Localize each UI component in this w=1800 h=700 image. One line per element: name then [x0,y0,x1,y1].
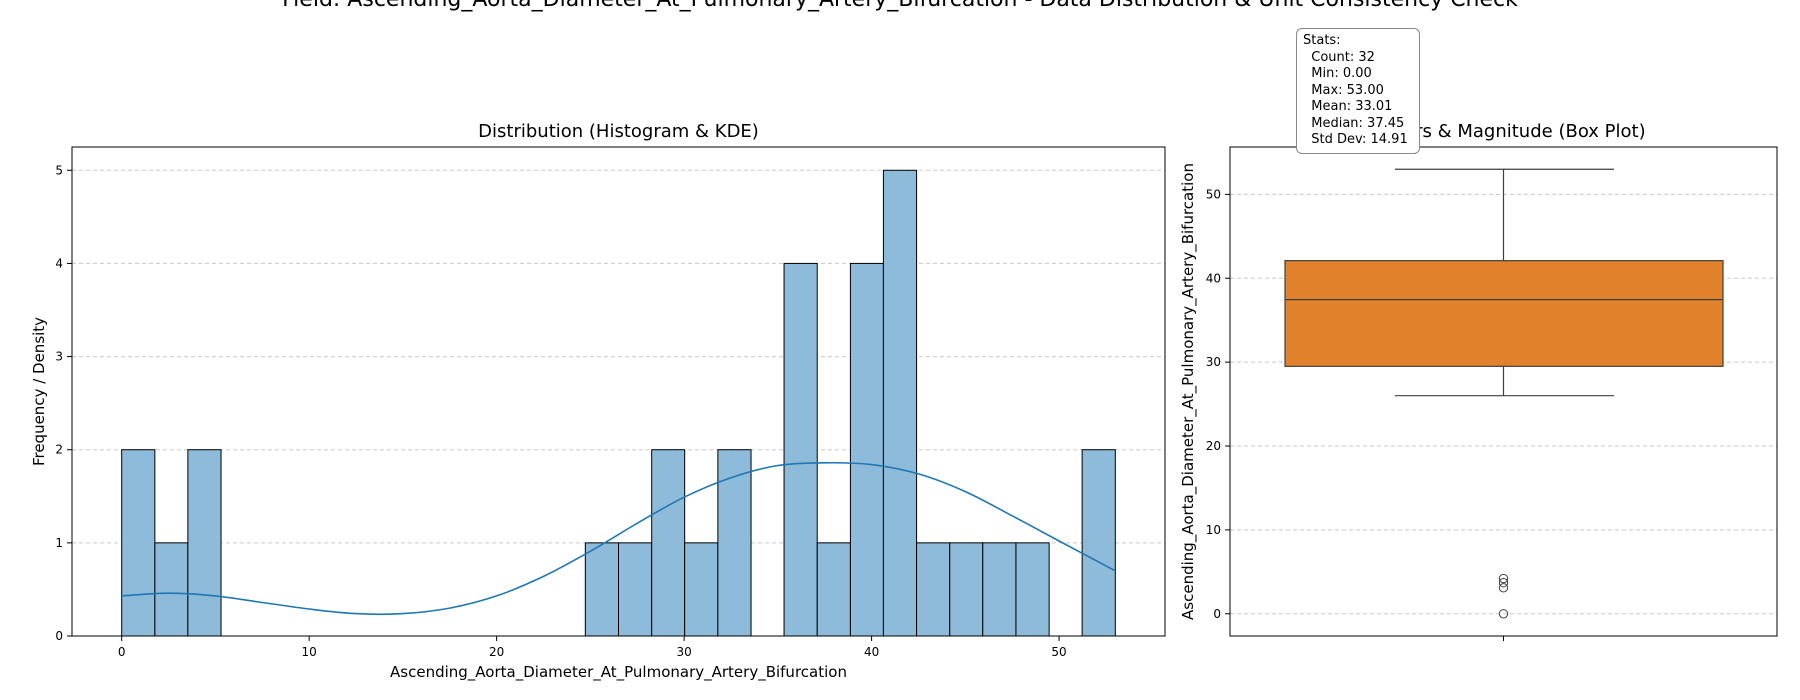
histogram-x-tick-label: 30 [676,645,691,659]
boxplot-y-tick-label: 0 [1213,607,1221,621]
histogram-y-ticks: 0 1 2 3 4 5 [55,163,72,643]
histogram-panel: 0 10 20 30 40 50 0 1 2 3 4 5 Distribution (Histogr… [30,121,1166,682]
boxplot-panel: 0 10 20 30 40 50 Outliers & Magnitude (Box Pl… [1179,121,1778,641]
stats-std: Std Dev: 14.91 [1303,132,1408,147]
histogram-y-tick-label: 4 [55,256,63,270]
histogram-bar [121,449,156,637]
histogram-bar [816,542,851,637]
boxplot-box [1284,260,1724,367]
boxplot-outlier-point [1498,573,1509,584]
histogram-bar [717,449,752,637]
stats-max: Max: 53.00 [1303,82,1384,98]
histogram-x-ticks: 0 10 20 30 40 50 [118,636,1067,659]
stats-heading: Stats: [1303,33,1341,48]
kde-line [121,461,1116,616]
histogram-bar [1015,542,1050,637]
boxplot-outlier-point [1498,609,1509,619]
histogram-x-axis-label: Ascending_Aorta_Diameter_At_Pulmonary_Ar… [390,663,847,682]
histogram-bar [949,542,984,637]
figure-title: Field: Ascending_Aorta_Diameter_At_Pulmo… [282,0,1518,12]
stats-mean: Mean: 33.01 [1303,99,1393,114]
histogram-bar [882,169,918,637]
histogram-x-tick-label: 10 [302,645,317,659]
histogram-y-tick-label: 0 [55,629,63,643]
histogram-bar [651,449,686,637]
histogram-bar [684,542,719,637]
boxplot-y-axis-label: Ascending_Aorta_Diameter_At_Pulmonary_Ar… [1179,163,1198,620]
histogram-x-tick-label: 50 [1051,645,1066,659]
histogram-bar [982,542,1017,637]
histogram-y-tick-label: 1 [55,536,63,550]
histogram-bar [849,262,884,637]
boxplot-y-tick-label: 30 [1206,355,1221,369]
boxplot-y-tick-label: 40 [1206,271,1221,285]
boxplot-y-tick-label: 10 [1206,523,1221,537]
boxplot-outlier-point [1498,578,1509,588]
stats-box: Stats: Count: 32 Min: 0.00 Max: 53.00 Me… [1296,28,1420,154]
boxplot-y-tick-label: 20 [1206,439,1221,453]
histogram-y-tick-label: 5 [55,163,63,177]
histogram-y-axis-label: Frequency / Density [30,317,48,466]
stats-count: Count: 32 [1303,49,1375,65]
histogram-x-tick-label: 0 [118,645,126,659]
histogram-axes-frame [71,146,1166,637]
histogram-bar [783,262,818,637]
histogram-bar [916,542,951,637]
histogram-x-tick-label: 40 [864,645,879,659]
histogram-bar [187,449,222,637]
histogram-bar [154,542,189,637]
boxplot-outliers [1498,573,1509,619]
boxplot-y-ticks: 0 10 20 30 40 50 [1206,187,1230,621]
stats-min: Min: 0.00 [1303,66,1372,81]
histogram-bar [584,542,619,637]
histogram-bars [121,169,1116,637]
boxplot-outlier-point [1498,583,1509,593]
histogram-title: Distribution (Histogram & KDE) [478,121,759,142]
histogram-y-tick-label: 2 [55,443,63,457]
stats-median: Median: 37.45 [1303,115,1405,131]
histogram-bar [1081,449,1116,637]
histogram-bar [618,542,653,637]
boxplot-title: Outliers & Magnitude (Box Plot) [1361,121,1645,142]
histogram-x-tick-label: 20 [489,645,504,659]
boxplot-y-tick-label: 50 [1206,187,1221,201]
histogram-y-tick-label: 3 [55,350,63,364]
